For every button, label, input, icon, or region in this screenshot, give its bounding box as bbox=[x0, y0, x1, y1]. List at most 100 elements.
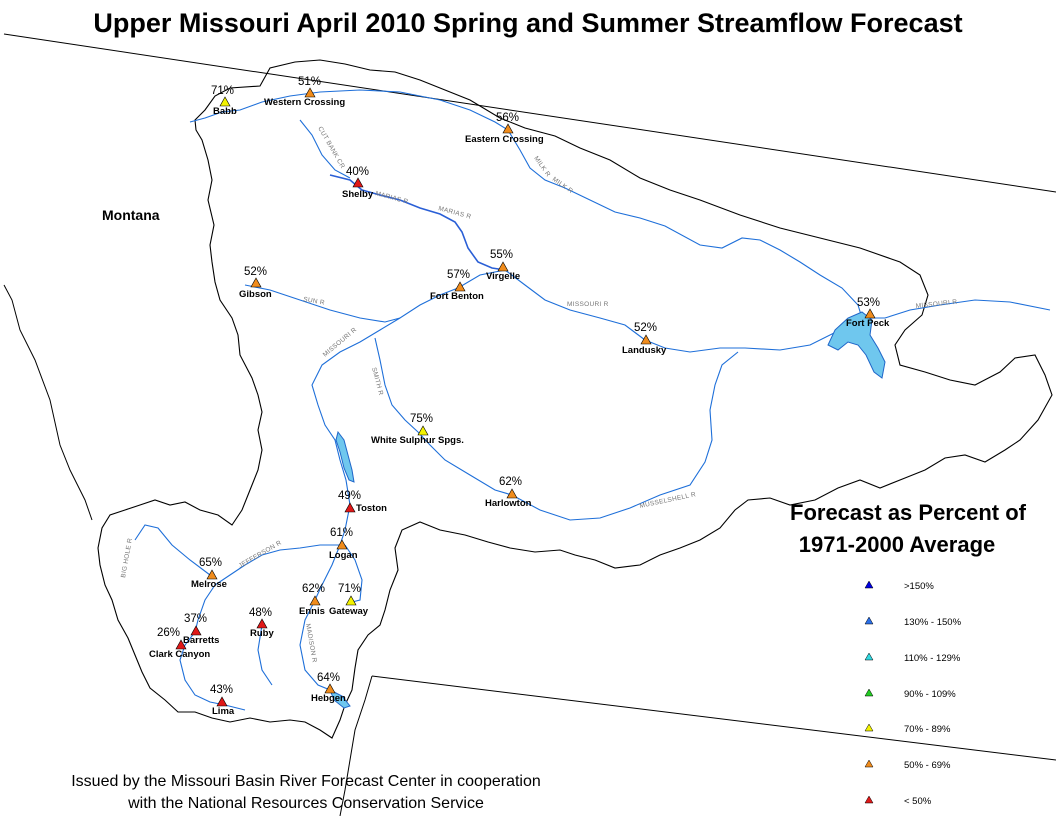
legend-swatch-triangle bbox=[864, 795, 874, 804]
legend-swatch-triangle bbox=[864, 723, 874, 732]
site-lima: 43% Lima bbox=[210, 684, 235, 717]
forecast-marker bbox=[352, 177, 364, 188]
lakes bbox=[329, 311, 886, 709]
site-white-sulphur-springs: 75% White Sulphur Spgs. bbox=[371, 413, 464, 446]
site-percent: 51% bbox=[298, 76, 321, 88]
site-name: Logan bbox=[329, 550, 358, 561]
site-western-crossing: 51% Western Crossing bbox=[264, 76, 345, 108]
site-name: Shelby bbox=[342, 189, 374, 200]
stream-marias bbox=[329, 174, 506, 271]
hebgen-lake bbox=[329, 688, 351, 709]
site-percent: 62% bbox=[302, 583, 325, 595]
site-landusky: 52% Landusky bbox=[622, 322, 667, 356]
legend-label: >150% bbox=[904, 581, 934, 592]
stream-cut-bank bbox=[299, 119, 351, 179]
site-barretts: 37% Barretts bbox=[183, 613, 219, 646]
legend-swatch-triangle bbox=[864, 652, 874, 661]
site-percent: 53% bbox=[857, 297, 880, 309]
forecast-marker bbox=[206, 569, 218, 580]
site-percent: 64% bbox=[317, 672, 340, 684]
state-borders bbox=[3, 33, 1056, 816]
site-name: Eastern Crossing bbox=[465, 134, 544, 145]
forecast-marker bbox=[304, 87, 316, 98]
legend-item: < 50% bbox=[864, 795, 932, 807]
forecast-marker bbox=[175, 639, 187, 650]
legend-item: 90% - 109% bbox=[864, 688, 956, 700]
forecast-marker bbox=[640, 334, 652, 345]
site-harlowton: 62% Harlowton bbox=[485, 476, 532, 509]
forecast-marker bbox=[216, 696, 228, 707]
site-percent: 65% bbox=[199, 557, 222, 569]
stream-smith bbox=[374, 337, 419, 433]
site-percent: 52% bbox=[244, 266, 267, 278]
forecast-marker bbox=[219, 96, 231, 107]
legend-item: 110% - 129% bbox=[864, 652, 961, 664]
wyoming-border-line bbox=[371, 675, 1056, 761]
site-melrose: 65% Melrose bbox=[191, 557, 227, 590]
region-label-montana: Montana bbox=[102, 207, 160, 223]
forecast-marker bbox=[250, 277, 262, 288]
site-percent: 57% bbox=[447, 269, 470, 281]
site-name: Gateway bbox=[329, 606, 369, 617]
site-percent: 40% bbox=[346, 166, 369, 178]
river-label-milk-1: MILK R bbox=[532, 155, 551, 178]
legend-swatch-triangle bbox=[864, 616, 874, 625]
river-label-missouri-3: MISSOURI R bbox=[322, 326, 358, 358]
site-percent: 49% bbox=[338, 490, 361, 502]
stream-musselshell bbox=[417, 351, 739, 521]
forecast-marker bbox=[324, 683, 336, 694]
legend-label: 90% - 109% bbox=[904, 689, 956, 700]
legend-swatch-triangle bbox=[864, 580, 874, 589]
stream-gallatin bbox=[344, 544, 363, 603]
river-label-marias-2: MARIAS R bbox=[437, 205, 471, 221]
stream-jefferson bbox=[194, 544, 340, 633]
site-percent: 43% bbox=[210, 684, 233, 696]
site-gibson: 52% Gibson bbox=[239, 266, 272, 300]
forecast-marker bbox=[345, 595, 357, 606]
forecast-marker bbox=[417, 425, 429, 436]
footer-line1: Issued by the Missouri Basin River Forec… bbox=[71, 773, 541, 790]
stream-milk bbox=[507, 129, 863, 319]
legend-swatch-triangle bbox=[864, 688, 874, 697]
site-gateway: 71% Gateway bbox=[329, 583, 369, 617]
stream-madison bbox=[299, 544, 346, 706]
site-name: Clark Canyon bbox=[149, 649, 210, 660]
forecast-marker bbox=[864, 308, 876, 319]
legend-item: 50% - 69% bbox=[864, 759, 951, 771]
site-name: Lima bbox=[212, 706, 235, 717]
river-label-marias-1: MARIAS R bbox=[374, 190, 408, 206]
legend-title-line2: 1971-2000 Average bbox=[799, 532, 996, 557]
site-percent: 71% bbox=[338, 583, 361, 595]
site-name: Ruby bbox=[250, 628, 274, 639]
legend-label: 70% - 89% bbox=[904, 724, 951, 735]
legend-label: 50% - 69% bbox=[904, 760, 951, 771]
site-percent: 26% bbox=[157, 627, 180, 639]
site-ruby: 48% Ruby bbox=[249, 607, 274, 639]
site-ennis: 62% Ennis bbox=[299, 583, 325, 617]
site-name: Fort Peck bbox=[846, 318, 890, 329]
stream-big-hole bbox=[134, 524, 211, 576]
site-shelby: 40% Shelby bbox=[342, 166, 374, 200]
footer-line2: with the National Resources Conservation… bbox=[127, 795, 484, 812]
site-percent: 75% bbox=[410, 413, 433, 425]
river-label-jefferson: JEFFERSON R bbox=[238, 539, 283, 569]
forecast-marker bbox=[497, 261, 509, 272]
site-name: Toston bbox=[356, 503, 387, 514]
site-toston: 49% Toston bbox=[338, 490, 387, 514]
legend-label: 110% - 129% bbox=[904, 653, 961, 664]
site-name: Gibson bbox=[239, 289, 272, 300]
river-label-missouri-2: MISSOURI R bbox=[915, 299, 957, 310]
site-name: Fort Benton bbox=[430, 291, 484, 302]
forecast-marker bbox=[256, 618, 268, 629]
stream-missouri-main bbox=[457, 269, 1051, 353]
site-babb: 71% Babb bbox=[211, 85, 237, 117]
site-percent: 37% bbox=[184, 613, 207, 625]
stream-ruby bbox=[257, 624, 273, 686]
river-label-musselshell: MUSSELSHELL R bbox=[639, 491, 697, 510]
river-label-madison: MADISON R bbox=[304, 623, 318, 663]
site-name: Western Crossing bbox=[264, 97, 345, 108]
stream-network bbox=[134, 89, 1051, 711]
site-virgelle: 55% Virgelle bbox=[486, 249, 520, 282]
site-name: Barretts bbox=[183, 635, 219, 646]
